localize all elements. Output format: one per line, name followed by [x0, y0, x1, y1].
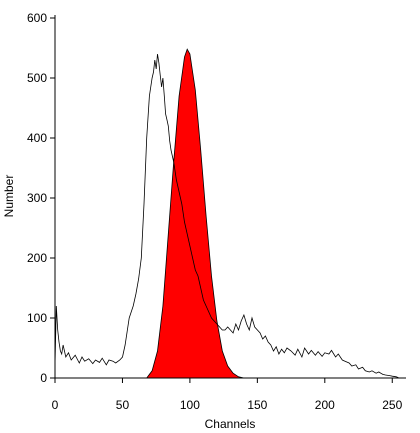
y-tick-label: 300: [27, 191, 47, 205]
histogram-line: [54, 53, 400, 379]
x-tick-label: 150: [247, 398, 267, 412]
x-tick-label: 200: [315, 398, 335, 412]
x-tick-label: 0: [52, 398, 59, 412]
x-tick-label: 50: [116, 398, 130, 412]
plot-area: [54, 48, 400, 379]
y-tick-label: 0: [40, 371, 47, 385]
y-tick-label: 600: [27, 11, 47, 25]
x-tick-label: 100: [180, 398, 200, 412]
x-axis-title: Channels: [205, 417, 256, 431]
y-tick-label: 500: [27, 71, 47, 85]
y-tick-label: 200: [27, 251, 47, 265]
ticks: 0 50 100 150 200 250 0 100 200 300 400 500 600: [27, 11, 403, 412]
y-tick-label: 400: [27, 131, 47, 145]
gated-histogram-fill: [145, 48, 244, 379]
y-tick-label: 100: [27, 311, 47, 325]
x-tick-label: 250: [382, 398, 402, 412]
axes: [54, 15, 406, 379]
y-axis-title: Number: [2, 175, 16, 218]
